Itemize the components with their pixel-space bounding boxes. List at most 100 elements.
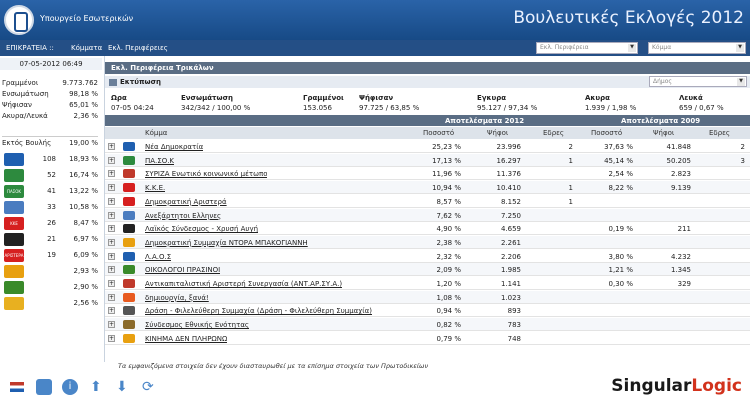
party-logo [4, 297, 24, 310]
party-seats: 33 [47, 203, 56, 211]
party-percent: 2,56 % [73, 299, 98, 307]
stat-row: Ενσωμάτωση 98,18 % [2, 90, 98, 101]
print-icon[interactable] [109, 78, 117, 86]
table-row[interactable]: + ΟΙΚΟΛΟΓΟΙ ΠΡΑΣΙΝΟΙ 2,09 % 1.985 1,21 %… [105, 263, 750, 277]
table-row[interactable]: + Δημοκρατική Αριστερά 8,57 % 8.152 1 [105, 195, 750, 208]
party-seats: 108 [42, 155, 56, 163]
party-select-value: Κόμμα [652, 44, 672, 51]
expand-icon[interactable]: + [108, 321, 115, 329]
party-name-link[interactable]: Δημοκρατική Συμμαχία ΝΤΟΡΑ ΜΠΑΚΟΓΙΑΝΝΗ [145, 238, 308, 247]
expand-icon[interactable]: + [108, 170, 115, 178]
col-votes-2012[interactable]: Ψήφοι [487, 129, 509, 137]
pct-2009: 8,22 % [608, 184, 633, 193]
col-pct-2012[interactable]: Ποσοστό [423, 129, 455, 137]
summary-header-cell: Ενσωμάτωση [181, 94, 234, 102]
votes-2012: 23.996 [496, 143, 522, 151]
expand-icon[interactable]: + [108, 238, 115, 246]
party-name-link[interactable]: Λαϊκός Σύνδεσμος - Χρυσή Αυγή [145, 225, 259, 234]
table-row[interactable]: + Δράση - Φιλελεύθερη Συμμαχία (Δράση - … [105, 304, 750, 318]
table-row[interactable]: + ΚΙΝΗΜΑ ΔΕΝ ΠΛΗΡΩΝΩ 0,79 % 748 [105, 332, 750, 345]
expand-icon[interactable]: + [108, 307, 115, 315]
results-toolbar: Εκτύπωση Δήμος ▼ [105, 76, 750, 88]
table-row[interactable]: + Δημοκρατική Συμμαχία ΝΤΟΡΑ ΜΠΑΚΟΓΙΑΝΝΗ… [105, 235, 750, 249]
party-seat-row[interactable]: 2,93 % [2, 264, 100, 280]
table-row[interactable]: + δημιουργία, ξανά! 1,08 % 1.023 [105, 290, 750, 304]
col-pct-2009[interactable]: Ποσοστό [591, 129, 623, 137]
col-seats-2012[interactable]: Εδρες [543, 129, 565, 137]
seats-2012: 1 [568, 197, 573, 206]
summary-header-cell: Ακυρα [585, 94, 610, 102]
party-seats: 41 [47, 187, 56, 195]
expand-icon[interactable]: + [108, 197, 115, 205]
table-row[interactable]: + Νέα Δημοκρατία 25,23 % 23.996 2 37,63 … [105, 140, 750, 153]
english-flag-icon[interactable] [10, 382, 24, 392]
refresh-icon[interactable]: ⟳ [142, 379, 154, 395]
party-name-link[interactable]: Δημοκρατική Αριστερά [145, 197, 227, 206]
expand-icon[interactable]: + [108, 156, 115, 164]
expand-icon[interactable]: + [108, 293, 115, 301]
party-seat-row[interactable]: 108 18,93 % [2, 152, 100, 168]
summary-value-cell: 1.939 / 1,98 % [585, 104, 637, 112]
table-row[interactable]: + Ανεξάρτητοι Ελληνες 7,62 % 7.250 [105, 208, 750, 222]
expand-icon[interactable]: + [108, 252, 115, 260]
arrow-down-icon[interactable]: ⬇ [116, 379, 128, 395]
party-name-link[interactable]: ΚΙΝΗΜΑ ΔΕΝ ΠΛΗΡΩΝΩ [145, 334, 228, 343]
party-name-link[interactable]: Δράση - Φιλελεύθερη Συμμαχία (Δράση - Φι… [145, 307, 373, 316]
expand-icon[interactable]: + [108, 280, 115, 287]
expand-icon[interactable]: + [108, 334, 115, 342]
seats-2012: 2 [568, 143, 573, 151]
col-seats-2009[interactable]: Εδρες [709, 129, 731, 137]
party-seat-row[interactable]: 2,56 % [2, 296, 100, 312]
table-row[interactable]: + Σύνδεσμος Εθνικής Ενότητας 0,82 % 783 [105, 318, 750, 332]
nav-regions[interactable]: Εκλ. Περιφέρειες [108, 44, 168, 52]
votes-2012: 1.141 [500, 280, 521, 288]
expand-icon[interactable]: + [108, 184, 115, 192]
party-name-link[interactable]: δημιουργία, ξανά! [145, 293, 209, 302]
table-row[interactable]: + ΠΑ.ΣΟ.Κ 17,13 % 16.297 1 45,14 % 50.20… [105, 153, 750, 167]
table-row[interactable]: + Λ.Α.Ο.Σ 2,32 % 2.206 3,80 % 4.232 [105, 250, 750, 263]
party-seat-row[interactable]: 52 16,74 % [2, 168, 100, 184]
expand-icon[interactable]: + [108, 225, 115, 233]
party-percent: 6,97 % [73, 235, 98, 243]
nav-parties[interactable]: Κόμματα [71, 44, 103, 52]
nav-territory[interactable]: ΕΠΙΚΡΑΤΕΙΑ :: [6, 44, 54, 52]
votes-2012: 893 [507, 307, 521, 316]
party-name-link[interactable]: Σύνδεσμος Εθνικής Ενότητας [145, 321, 250, 330]
party-seat-row[interactable]: ΠΑΣΟΚ 41 13,22 % [2, 184, 100, 200]
col-party[interactable]: Κόμμα [145, 129, 168, 137]
party-name-link[interactable]: Αντικαπιταλιστική Αριστερή Συνεργασία (Α… [145, 280, 343, 288]
col-votes-2009[interactable]: Ψήφοι [653, 129, 675, 137]
print-button[interactable]: Εκτύπωση [120, 78, 162, 86]
party-name-link[interactable]: ΠΑ.ΣΟ.Κ [145, 156, 175, 165]
party-name-link[interactable]: ΣΥΡΙΖΑ Ενωτικό κοινωνικό μέτωπο [145, 170, 268, 179]
stat-value: 2,36 % [73, 112, 98, 120]
party-name-link[interactable]: Νέα Δημοκρατία [145, 143, 204, 151]
party-seat-row[interactable]: ΑΡΙΣΤΕΡΑ 19 6,09 % [2, 248, 100, 264]
party-seat-row[interactable]: ΚΚΕ 26 8,47 % [2, 216, 100, 232]
table-row[interactable]: + ΣΥΡΙΖΑ Ενωτικό κοινωνικό μέτωπο 11,96 … [105, 167, 750, 181]
party-seats: 52 [47, 171, 56, 179]
municipality-select[interactable]: Δήμος ▼ [649, 76, 747, 87]
outside-value: 19,00 % [69, 139, 98, 147]
arrow-up-icon[interactable]: ⬆ [90, 379, 102, 395]
votes-2012: 8.152 [500, 197, 521, 206]
table-row[interactable]: + Αντικαπιταλιστική Αριστερή Συνεργασία … [105, 277, 750, 290]
expand-icon[interactable]: + [108, 266, 115, 274]
region-select[interactable]: Εκλ. Περιφέρεια ▼ [536, 42, 638, 54]
party-seat-row[interactable]: 2,90 % [2, 280, 100, 296]
brand-part-a: Singular [611, 376, 692, 396]
home-icon[interactable] [36, 379, 52, 395]
party-name-link[interactable]: Ανεξάρτητοι Ελληνες [145, 211, 222, 220]
party-seat-row[interactable]: 21 6,97 % [2, 232, 100, 248]
party-name-link[interactable]: ΟΙΚΟΛΟΓΟΙ ΠΡΑΣΙΝΟΙ [145, 266, 221, 275]
party-seat-row[interactable]: 33 10,58 % [2, 200, 100, 216]
expand-icon[interactable]: + [108, 211, 115, 219]
table-row[interactable]: + Λαϊκός Σύνδεσμος - Χρυσή Αυγή 4,90 % 4… [105, 222, 750, 236]
party-name-link[interactable]: Λ.Α.Ο.Σ [145, 252, 172, 261]
party-logo [4, 233, 24, 246]
info-icon[interactable]: i [62, 379, 78, 395]
party-name-link[interactable]: Κ.Κ.Ε. [145, 184, 166, 193]
table-row[interactable]: + Κ.Κ.Ε. 10,94 % 10.410 1 8,22 % 9.139 [105, 181, 750, 195]
expand-icon[interactable]: + [108, 143, 115, 150]
party-select[interactable]: Κόμμα ▼ [648, 42, 746, 54]
